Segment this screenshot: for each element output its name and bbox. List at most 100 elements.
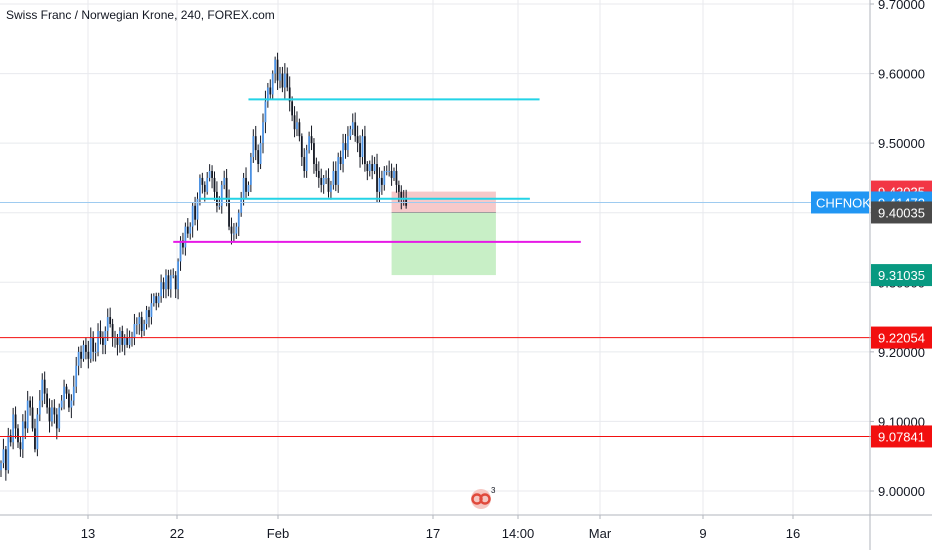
candle-body xyxy=(344,143,347,151)
candle-body xyxy=(361,136,364,158)
candle-body xyxy=(48,407,51,422)
candle-body xyxy=(199,177,201,199)
candle-body xyxy=(109,317,112,325)
chart-title: Swiss Franc / Norwegian Krone, 240, FORE… xyxy=(6,8,275,22)
candle-body xyxy=(397,184,400,192)
candle-body xyxy=(133,324,136,338)
candle-body xyxy=(242,177,245,199)
candle-body xyxy=(230,226,233,234)
candle-body xyxy=(169,275,172,290)
price-label-box xyxy=(871,326,932,349)
candle-body xyxy=(111,324,114,338)
candle-body xyxy=(138,317,141,325)
y-tick-label: 9.00000 xyxy=(878,484,925,499)
candle-body xyxy=(303,157,306,171)
candle-body xyxy=(337,157,340,185)
candle-body xyxy=(388,170,391,172)
candle-body xyxy=(264,101,267,123)
candle-body xyxy=(116,337,119,345)
candle-body xyxy=(126,337,129,345)
x-tick-label: 14:00 xyxy=(502,526,535,541)
y-tick-label: 9.60000 xyxy=(878,67,925,82)
candle-body xyxy=(296,122,298,130)
candle-body xyxy=(152,296,155,304)
candle-body xyxy=(182,240,184,248)
symbol-label-text: CHFNOK xyxy=(816,195,871,210)
candle-body xyxy=(2,449,5,464)
candle-body xyxy=(131,337,133,339)
candle-body xyxy=(60,400,63,408)
candle-body xyxy=(223,177,226,185)
candle-body xyxy=(305,150,308,171)
y-tick-label: 9.70000 xyxy=(878,0,925,12)
candle-body xyxy=(123,337,126,345)
candle-body xyxy=(400,191,403,199)
candle-body xyxy=(371,164,374,171)
candle-body xyxy=(94,351,97,353)
candle-body xyxy=(257,150,260,165)
x-tick-label: Mar xyxy=(589,526,612,541)
candle-body xyxy=(342,143,344,165)
candle-body xyxy=(373,164,376,171)
candle-body xyxy=(276,59,279,81)
candle-body xyxy=(70,400,73,408)
candle-body xyxy=(320,177,323,185)
candle-body xyxy=(106,317,109,331)
candle-body xyxy=(211,170,213,178)
candle-body xyxy=(46,393,48,408)
candle-body xyxy=(315,164,318,171)
candle-body xyxy=(349,129,352,137)
price-label-box xyxy=(871,201,932,224)
candle-body xyxy=(376,164,378,192)
candle-body xyxy=(194,205,196,220)
y-tick-label: 9.20000 xyxy=(878,345,925,360)
candle-body xyxy=(82,344,85,359)
candle-body xyxy=(36,414,39,450)
candle-body xyxy=(7,435,10,471)
candle-body xyxy=(317,170,320,178)
candle-body xyxy=(41,379,44,401)
logo-superscript: 3 xyxy=(491,486,496,495)
candle-body xyxy=(274,59,277,74)
candle-body xyxy=(359,143,361,158)
price-label-box xyxy=(871,425,932,448)
candle-body xyxy=(14,414,17,429)
candle-body xyxy=(354,122,357,137)
candle-body xyxy=(380,177,383,185)
candle-body xyxy=(31,407,34,429)
candle-body xyxy=(366,164,369,171)
candle-body xyxy=(383,170,386,185)
candle-body xyxy=(279,73,281,81)
candle-body xyxy=(201,177,204,185)
candle-body xyxy=(252,136,255,158)
candle-body xyxy=(300,136,303,158)
candle-body xyxy=(281,73,284,88)
candle-body xyxy=(55,414,58,429)
candle-body xyxy=(225,177,228,199)
x-tick-label: 13 xyxy=(81,526,95,541)
x-tick-label: 16 xyxy=(786,526,800,541)
candle-body xyxy=(19,442,22,450)
candle-body xyxy=(259,143,262,165)
candle-body xyxy=(12,414,15,443)
candle-body xyxy=(34,428,36,450)
candle-body xyxy=(53,407,56,415)
candle-body xyxy=(332,170,335,185)
candle-body xyxy=(325,177,327,179)
candle-body xyxy=(393,170,395,178)
candle-body xyxy=(232,233,235,235)
candle-body xyxy=(92,337,95,352)
candle-body xyxy=(29,400,32,408)
price-label-text: 9.07841 xyxy=(878,429,925,444)
candle-body xyxy=(322,177,325,185)
candle-body xyxy=(4,449,7,471)
candle-body xyxy=(145,310,148,325)
candle-body xyxy=(114,337,116,339)
candle-body xyxy=(196,198,199,220)
candle-body xyxy=(77,351,80,366)
x-tick-label: 17 xyxy=(426,526,440,541)
candle-body xyxy=(240,198,243,213)
candle-body xyxy=(218,205,221,207)
